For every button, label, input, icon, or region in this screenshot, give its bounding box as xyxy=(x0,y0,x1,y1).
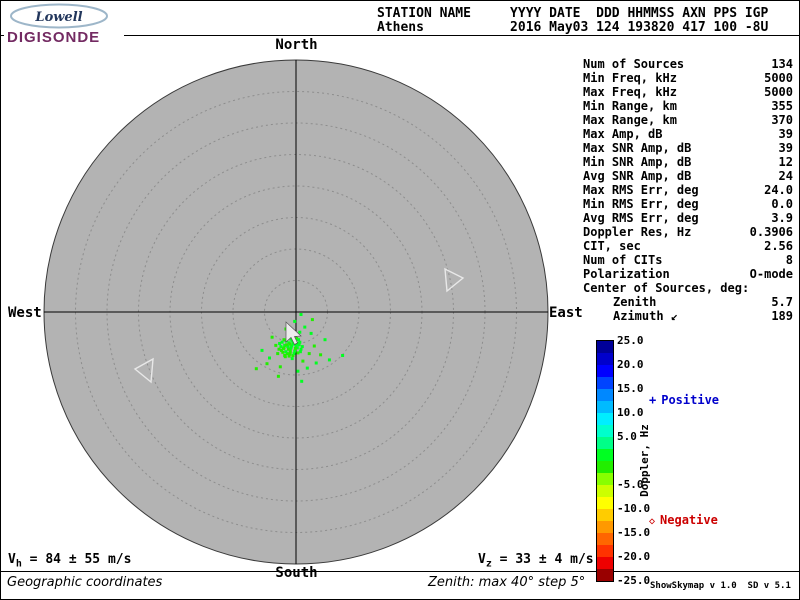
colorbar-segment xyxy=(597,533,613,545)
skymap-sources xyxy=(254,313,345,383)
velocity-horizontal: Vh = 84 ± 55 m/s xyxy=(8,552,131,570)
compass-east-label: East xyxy=(549,305,583,321)
zenith-caption: Zenith: max 40° step 5° xyxy=(428,575,586,590)
colorbar-segment xyxy=(597,509,613,521)
footer-divider xyxy=(0,571,800,572)
stat-row: Polarization O-mode xyxy=(583,267,793,281)
colorbar-segment xyxy=(597,413,613,425)
legend-negative-label: Negative xyxy=(660,513,718,527)
version-caption: ShowSkymap v 1.0 SD v 5.1 xyxy=(650,581,791,591)
colorbar-segment xyxy=(597,353,613,365)
direction-arrow-west xyxy=(133,357,154,384)
colorbar-segment xyxy=(597,341,613,353)
stat-row: Min Freq, kHz 5000 xyxy=(583,71,793,85)
stats-panel: Num of Sources 134 Min Freq, kHz 5000 Max Fr… xyxy=(583,57,793,323)
colorbar xyxy=(596,340,614,582)
brand-digisonde: DIGISONDE xyxy=(7,29,101,46)
stat-row: Max RMS Err, deg 24.0 xyxy=(583,183,793,197)
stat-row: Num of CITs 8 xyxy=(583,253,793,267)
coords-caption: Geographic coordinates xyxy=(7,575,163,590)
stat-row: Min Range, km 355 xyxy=(583,99,793,113)
colorbar-segment xyxy=(597,437,613,449)
stat-row: Center of Sources, deg: xyxy=(583,281,750,295)
colorbar-segment xyxy=(597,449,613,461)
stat-row: Max SNR Amp, dB 39 xyxy=(583,141,793,155)
vh-subscript: h xyxy=(15,558,22,570)
stat-row: Avg RMS Err, deg 3.9 xyxy=(583,211,793,225)
compass-south-label: South xyxy=(275,565,318,581)
legend-positive: + Positive xyxy=(649,393,719,407)
colorbar-segment xyxy=(597,497,613,509)
colorbar-title-text: Doppler, Hz xyxy=(637,423,651,497)
lowell-logo: Lowell DIGISONDE xyxy=(4,2,124,47)
vz-subscript: z xyxy=(485,558,492,570)
diamond-icon: ◇ xyxy=(649,516,656,527)
colorbar-segment xyxy=(597,521,613,533)
colorbar-segment xyxy=(597,365,613,377)
stat-row: Max Range, km 370 xyxy=(583,113,793,127)
stat-row: Min RMS Err, deg 0.0 xyxy=(583,197,793,211)
stat-row: Num of Sources 134 xyxy=(583,57,793,71)
compass-west-label: West xyxy=(8,305,42,321)
colorbar-segment xyxy=(597,557,613,569)
direction-arrow-east xyxy=(444,267,465,293)
vh-symbol: V xyxy=(8,552,16,567)
stat-row: Min SNR Amp, dB 12 xyxy=(583,155,793,169)
colorbar-segment xyxy=(597,461,613,473)
header-values: Athens 2016 May03 124 193820 417 100 -8U xyxy=(377,20,769,35)
colorbar-segment xyxy=(597,425,613,437)
velocity-vertical: Vz = 33 ± 4 m/s xyxy=(478,552,594,570)
vz-value: = 33 ± 4 m/s xyxy=(491,552,594,567)
header-divider xyxy=(0,35,800,36)
legend-positive-label: Positive xyxy=(661,393,720,407)
plus-icon: + xyxy=(649,393,657,407)
colorbar-segment xyxy=(597,401,613,413)
colorbar-segment xyxy=(597,545,613,557)
vz-symbol: V xyxy=(478,552,486,567)
colorbar-segment xyxy=(597,473,613,485)
mouse-cursor-icon xyxy=(285,321,302,345)
logo-orbit-icon: Lowell xyxy=(10,3,108,29)
stat-row: Max Freq, kHz 5000 xyxy=(583,85,793,99)
colorbar-segment xyxy=(597,377,613,389)
legend-negative: ◇ Negative xyxy=(649,513,718,527)
colorbar-segment xyxy=(597,389,613,401)
stat-row: Zenith 5.7 xyxy=(613,295,793,309)
colorbar-title: Doppler, Hz xyxy=(634,345,654,575)
colorbar-segment xyxy=(597,485,613,497)
vh-value: = 84 ± 55 m/s xyxy=(21,552,132,567)
stat-row: CIT, sec 2.56 xyxy=(583,239,793,253)
stat-row: Azimuth ↙ 189 xyxy=(613,309,793,323)
logo-brand-text: Lowell xyxy=(34,10,82,25)
colorbar-segment xyxy=(597,569,613,581)
stat-row: Doppler Res, Hz 0.3906 xyxy=(583,225,793,239)
compass-north-label: North xyxy=(275,37,318,53)
header-labels: STATION NAME YYYY DATE DDD HHMMSS AXN PP… xyxy=(377,6,769,21)
stat-row: Max Amp, dB 39 xyxy=(583,127,793,141)
stat-row: Avg SNR Amp, dB 24 xyxy=(583,169,793,183)
